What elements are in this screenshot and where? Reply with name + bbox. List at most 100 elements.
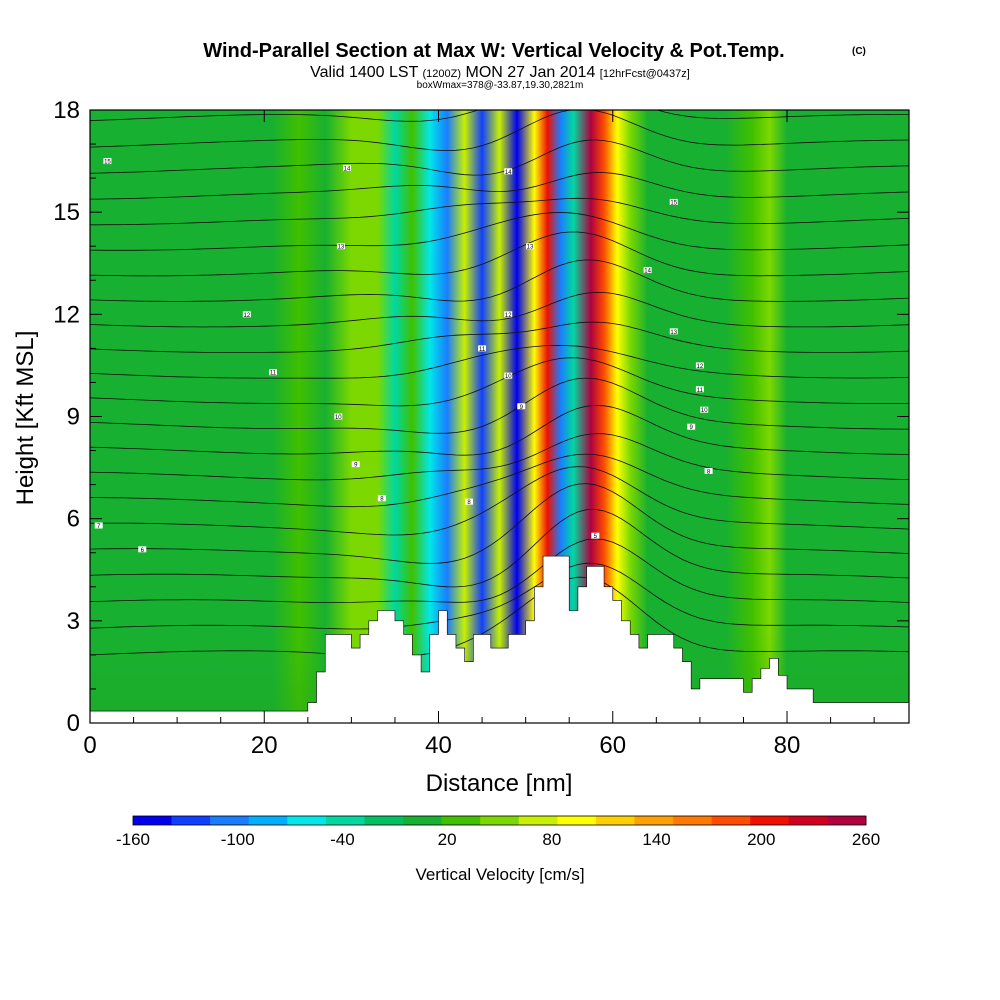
colorbar-swatch [673,816,712,825]
chart-title-mark: (C) [852,46,866,57]
isentrope-line [90,197,909,226]
isentrope-label: 6 [141,548,145,554]
isentrope-label-box [103,158,112,165]
y-tick-label: 18 [53,97,80,124]
isentrope-label-box [525,243,534,250]
isentrope-line [90,291,909,328]
colorbar-swatch [595,816,635,825]
y-tick-label: 15 [53,199,80,226]
isentrope-label-box [138,546,147,553]
x-tick-label: 20 [251,732,278,759]
isentrope-line [90,212,909,251]
colorbar-swatch [711,816,751,825]
isentrope-line [90,259,909,302]
isentrope-label: 13 [670,330,677,336]
isentrope-line [90,344,909,379]
colorbar-tick-label: 140 [642,830,670,849]
colorbar-tick-label: 260 [852,830,880,849]
isentrope-label: 10 [335,415,342,421]
isentrope-line [90,562,909,630]
isentrope-label-box [94,522,103,529]
isentrope-label: 11 [270,371,277,377]
colorbar-tick-label: 20 [438,830,457,849]
isentrope-label-box [687,423,696,430]
isentropes [90,110,909,658]
x-tick-label: 80 [774,732,801,759]
colorbar-swatch [133,816,172,825]
chart-subtitle-2: boxWmax=378@-33.87,19.30,2821m [417,80,584,91]
isentrope-label: 9 [520,405,524,411]
colorbar-tick-label: -100 [221,830,255,849]
colorbar-frame [132,815,867,826]
isentrope-label-box [695,386,704,393]
y-tick-label: 9 [67,404,80,431]
isentrope-label-box [465,498,474,505]
colorbar-tick-label: 80 [542,830,561,849]
isentrope-label: 12 [243,313,250,319]
isentrope-label-box [268,369,277,376]
isentrope-label-box [343,164,352,171]
isentrope-label-box [643,267,652,274]
isentrope-label-box [242,311,251,318]
isentrope-line [90,466,909,536]
isentrope-label: 8 [467,500,471,506]
isentrope-line [90,404,909,456]
isentrope-label: 10 [505,374,512,380]
isentrope-label: 15 [670,200,677,206]
colorbar-swatch [325,816,365,825]
x-tick-label: 60 [599,732,626,759]
y-axis: 0 3 6 9 12 15 18 [53,97,909,737]
isentrope-line [90,110,909,122]
chart-title: Wind-Parallel Section at Max W: Vertical… [203,40,784,62]
isentrope-label: 11 [697,388,704,394]
isentrope-label: 15 [104,160,111,166]
terrain [90,555,909,723]
colorbar-swatch [788,816,828,825]
colorbar-swatch [210,816,250,825]
colorbar-swatch [171,816,211,825]
y-tick-label: 6 [67,506,80,533]
colorbar-swatch [248,816,288,825]
colorbar-swatch [518,816,558,825]
isentrope-label-box [591,532,600,539]
isentrope-label: 10 [701,408,708,414]
isentrope-line [90,139,909,176]
isentrope-line [90,357,909,407]
isentrope-label-box [704,467,713,474]
isentrope-label-box [351,461,360,468]
isentrope-label-box [695,362,704,369]
isentrope-label-box [669,328,678,335]
isentrope-label-box [669,198,678,205]
isentrope-label: 11 [479,347,486,353]
isentrope-line [90,538,909,603]
subtitle-date: MON 27 Jan 2014 [461,64,600,81]
colorbar-swatch [557,816,597,825]
colorbar-tick-label: -40 [330,830,355,849]
isentrope-label-box [478,345,487,352]
colorbar-swatch [634,816,674,825]
colorbar-swatch [364,816,404,825]
isentrope-label: 14 [505,170,512,176]
isentrope-line [90,576,909,658]
colorbar-swatch [480,816,520,825]
colorbar-swatch [441,816,481,825]
y-tick-label: 3 [67,608,80,635]
colorbar-ticks: -160 -100 -40 20 80 140 200 260 [116,830,880,849]
isentrope-labels: 15 14 13 12 11 10 9 8 7 6 8 14 13 12 11 10 9 5 15 14 13 12 11 1… [94,158,713,554]
isentrope-line [90,172,909,200]
isentrope-line [90,231,909,277]
subtitle-valid: Valid 1400 LST [310,64,422,81]
isentrope-label: 12 [505,313,512,319]
isentrope-line [90,321,909,353]
isentrope-label-box [336,243,345,250]
colorbar [132,815,867,826]
isentrope-label: 13 [527,245,534,251]
isentrope-label: 8 [380,497,384,503]
x-tick-label: 40 [425,732,452,759]
isentrope-line [90,508,909,588]
isentrope-line [90,110,909,152]
isentrope-label-box [504,372,513,379]
isentrope-label: 5 [594,534,598,540]
isentrope-label: 8 [707,469,711,475]
